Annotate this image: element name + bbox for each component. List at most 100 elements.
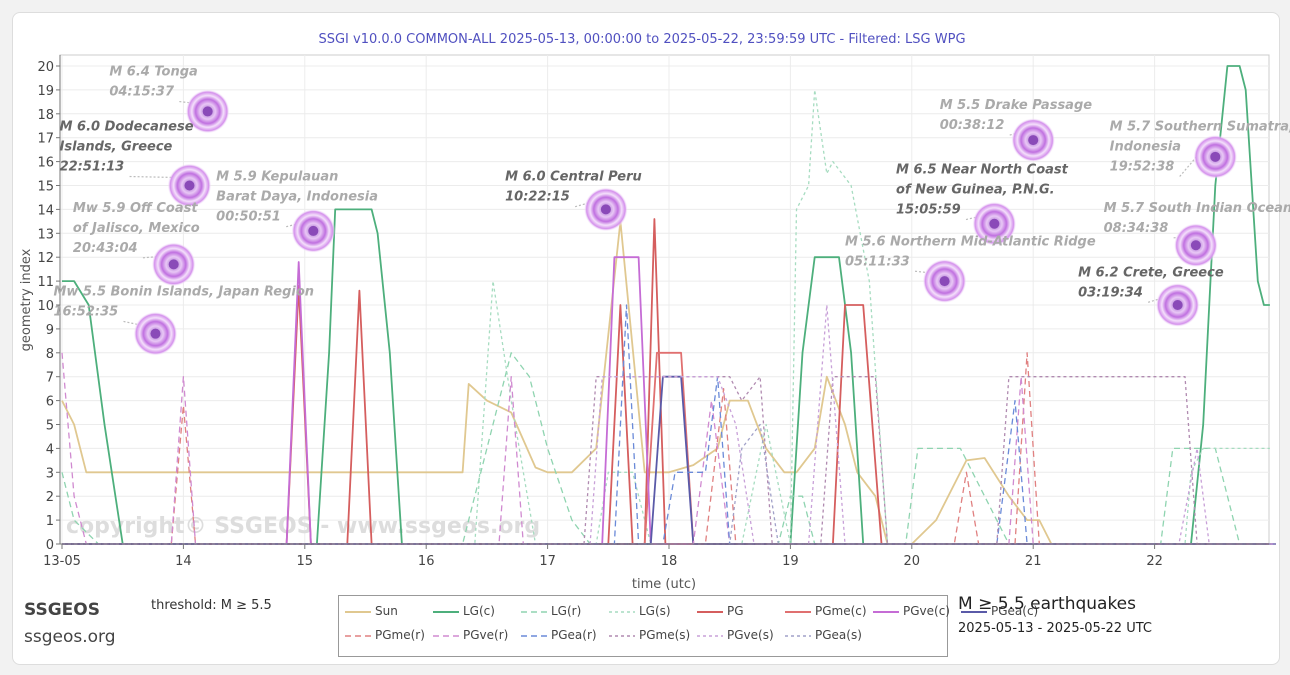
earthquake-marker-core	[989, 218, 1000, 229]
legend-label: PGea(c)	[991, 604, 1039, 618]
series-line-pgear	[62, 304, 1276, 545]
earthquake-marker-core	[202, 106, 213, 117]
plot-area	[59, 54, 1270, 545]
annotation-text: M 6.2 Crete, Greece	[1078, 265, 1224, 280]
annotation-text: M 6.0 Central Peru	[505, 170, 642, 185]
earthquake-annotation: M 6.5 Near North Coast of New Guinea, P.N…	[896, 163, 1069, 246]
annotation-text: 20:43:04	[73, 241, 138, 256]
earthquake-annotation: M 6.4 Tonga 04:15:37	[109, 65, 230, 134]
legend-label: PGea(r)	[551, 628, 597, 642]
annotation-text: 04:15:37	[109, 85, 175, 100]
earthquake-title: M ≥ 5.5 earthquakes	[958, 594, 1137, 614]
y-tick-label: 11	[37, 275, 54, 290]
legend-label: LG(s)	[639, 604, 671, 618]
annotation-text: 19:52:38	[1110, 160, 1175, 175]
y-tick-label: 2	[46, 490, 54, 505]
threshold-label: threshold: M ≥ 5.5	[151, 598, 272, 613]
y-tick-label: 7	[46, 371, 54, 386]
x-tick-label: 14	[175, 554, 192, 569]
legend-swatch	[785, 611, 811, 613]
earthquake-marker-core	[150, 328, 161, 339]
brand-url: ssgeos.org	[24, 627, 116, 647]
brand-name: SSGEOS	[24, 600, 100, 620]
legend-label: PGme(c)	[815, 604, 867, 618]
annotation-text: 10:22:15	[505, 190, 570, 205]
annotation-text: 03:19:34	[1078, 285, 1143, 300]
earthquake-annotation: Mw 5.5 Bonin Islands, Japan Region 16:52:…	[54, 284, 315, 356]
earthquake-marker-core	[1028, 135, 1039, 146]
annotation-text: M 5.6 Northern Mid-Atlantic Ridge	[845, 234, 1096, 249]
annotation-text: M 5.9 Kepulauan	[216, 170, 338, 185]
x-tick-label: 21	[1025, 554, 1042, 569]
annotation-leader	[914, 270, 933, 274]
annotation-text: 05:11:33	[845, 254, 910, 269]
x-tick-label: 16	[418, 554, 435, 569]
y-tick-label: 13	[37, 227, 54, 242]
earthquake-marker-core	[308, 225, 319, 236]
earthquake-marker-core	[600, 204, 611, 215]
earthquake-marker-core	[1172, 300, 1183, 310]
y-tick-label: 19	[37, 84, 54, 99]
legend-label: PGve(c)	[903, 604, 950, 618]
earthquake-marker-core	[184, 180, 195, 191]
x-axis-label: time (utc)	[632, 577, 696, 592]
earthquake-annotations: M 6.4 Tonga 04:15:37 M 6.0 Dodecanese Islan…	[54, 65, 1290, 356]
legend-swatch	[961, 611, 987, 613]
legend-swatch	[433, 611, 459, 613]
earthquake-marker-core	[1210, 151, 1221, 162]
annotation-text: M 6.0 Dodecanese	[60, 120, 194, 135]
annotation-text: 08:34:38	[1104, 221, 1169, 236]
y-tick-label: 16	[37, 156, 54, 171]
y-axis-label: geometry index	[19, 248, 34, 351]
legend-swatch	[609, 635, 635, 637]
series-line-pgmer	[62, 352, 1276, 545]
y-tick-label: 14	[37, 203, 54, 218]
annotation-leader	[142, 255, 162, 259]
annotation-text: Barat Daya, Indonesia	[216, 190, 378, 205]
earthquake-annotation: M 6.0 Dodecanese Islands, Greece 22:51:13	[60, 120, 212, 208]
annotation-text: M 5.5 Drake Passage	[940, 98, 1093, 113]
legend-swatch	[697, 611, 723, 613]
watermark: copyright© SSGEOS - www.ssgeos.org	[66, 514, 540, 539]
x-tick-label: 13-05	[43, 554, 81, 569]
annotation-text: 16:52:35	[54, 304, 119, 319]
y-tick-label: 6	[46, 395, 54, 410]
legend-swatch	[433, 635, 459, 637]
legend-label: PGve(r)	[463, 628, 509, 642]
earthquake-annotation: M 5.6 Northern Mid-Atlantic Ridge 05:11:3…	[845, 234, 1096, 304]
x-tick-label: 18	[661, 554, 678, 569]
y-tick-label: 8	[46, 347, 54, 362]
y-tick-label: 20	[37, 60, 54, 75]
x-tick-label: 20	[904, 554, 921, 569]
annotation-text: 00:50:51	[216, 210, 281, 225]
watermark-text: copyright© SSGEOS - www.ssgeos.org	[66, 514, 540, 539]
x-tick-label: 17	[539, 554, 556, 569]
y-tick-label: 5	[46, 419, 54, 434]
earthquake-annotation: M 5.7 Southern Sumatra, Indonesia 19:52:38	[1110, 120, 1290, 179]
earthquake-marker-core	[939, 276, 950, 287]
annotation-text: Mw 5.5 Bonin Islands, Japan Region	[54, 284, 315, 299]
legend-label: PGve(s)	[727, 628, 774, 642]
legend-label: PGme(r)	[375, 628, 425, 642]
legend-label: Sun	[375, 604, 398, 618]
annotation-text: 15:05:59	[896, 203, 961, 218]
y-tick-label: 4	[46, 442, 54, 457]
chart-title: SSGI v10.0.0 COMMON-ALL 2025-05-13, 00:0…	[318, 32, 965, 47]
legend-swatch	[345, 635, 371, 637]
y-tick-label: 0	[46, 538, 54, 553]
earthquake-annotation: M 5.5 Drake Passage 00:38:12	[940, 98, 1093, 163]
legend-swatch	[609, 611, 635, 613]
annotation-text: 00:38:12	[940, 118, 1005, 133]
y-tick-label: 15	[37, 180, 54, 195]
annotation-text: M 5.7 South Indian Ocean	[1104, 201, 1290, 216]
legend-swatch	[345, 611, 371, 613]
legend-label: LG(c)	[463, 604, 495, 618]
annotation-text: of New Guinea, P.N.G.	[896, 183, 1055, 198]
earthquake-annotation: M 5.9 Kepulauan Barat Daya, Indonesia 00:5…	[216, 170, 378, 253]
annotation-text: 22:51:13	[60, 160, 125, 175]
legend: Sun LG(c) LG(r) LG(s) PG PGme(c) PGve(c) PGea(c…	[338, 595, 1038, 657]
y-tick-label: 3	[46, 466, 54, 481]
series-line-sun	[61, 220, 1276, 545]
